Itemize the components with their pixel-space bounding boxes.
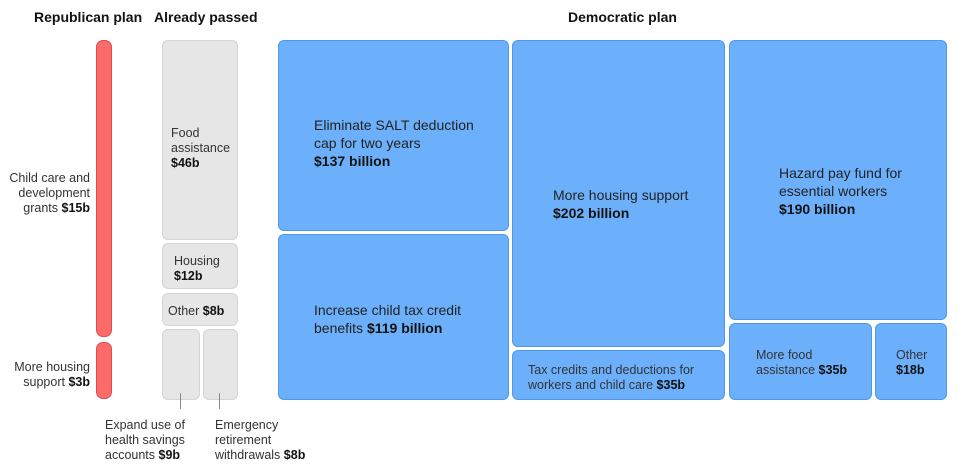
dem-hazard-block	[729, 40, 947, 320]
header-democratic-plan: Democratic plan	[568, 9, 677, 25]
dem-other-block	[875, 323, 947, 400]
dem-food-block	[729, 323, 872, 400]
passed-hsa-label: Expand use of health savings accounts $9…	[105, 418, 185, 462]
dem-child-tax-block	[278, 234, 509, 400]
dem-salt-amount: $137 billion	[314, 153, 391, 169]
dem-other-amount: $18b	[896, 363, 925, 377]
passed-other-block	[162, 293, 238, 326]
passed-retirement-amount: $8b	[283, 448, 306, 462]
passed-other-label: Other $8b	[168, 304, 225, 318]
rep-housing-amount: $3b	[68, 375, 90, 389]
header-already-passed: Already passed	[154, 9, 258, 25]
rep-child-care-block	[96, 40, 112, 337]
retirement-leader-line	[219, 393, 220, 409]
passed-food-label: Food assistance $46b	[171, 126, 231, 170]
dem-salt-label: Eliminate SALT deduction cap for two yea…	[314, 117, 474, 169]
passed-housing-label: Housing $12b	[174, 254, 220, 283]
header-republican-plan: Republican plan	[34, 9, 143, 25]
passed-hsa-block	[162, 329, 200, 400]
rep-housing-label: More housing support $3b	[14, 360, 90, 389]
dem-housing-amount: $202 billion	[553, 205, 630, 221]
dem-housing-block	[512, 40, 725, 347]
passed-other-amount: $8b	[202, 304, 225, 318]
dem-tax-credits-amount: $35b	[656, 378, 686, 392]
dem-tax-credits-label: Tax credits and deductions for workers a…	[528, 363, 695, 392]
dem-hazard-label: Hazard pay fund for essential workers $1…	[779, 165, 902, 217]
dem-hazard-amount: $190 billion	[779, 201, 856, 217]
passed-retirement-label: Emergency retirement withdrawals $8b	[215, 418, 306, 462]
dem-child-tax-amount: $119 billion	[366, 320, 443, 336]
dem-food-label: More food assistance $35b	[756, 348, 848, 377]
dem-salt-block	[278, 40, 509, 231]
dem-housing-label: More housing support $202 billion	[553, 187, 689, 221]
passed-food-amount: $46b	[171, 156, 200, 170]
hsa-leader-line	[180, 393, 181, 409]
passed-retirement-block	[203, 329, 238, 400]
passed-food-block	[162, 40, 238, 240]
rep-child-care-amount: $15b	[61, 201, 91, 215]
passed-housing-block	[162, 243, 238, 289]
dem-child-tax-label: Increase child tax credit benefits $119 …	[314, 302, 462, 336]
passed-hsa-amount: $9b	[158, 448, 181, 462]
rep-housing-block	[96, 342, 112, 399]
rep-child-care-label: Child care and development grants $15b	[9, 171, 91, 215]
dem-tax-credits-block	[512, 350, 725, 400]
passed-housing-amount: $12b	[174, 269, 203, 283]
dem-food-amount: $35b	[818, 363, 848, 377]
dem-other-label: Other $18b	[896, 348, 928, 377]
